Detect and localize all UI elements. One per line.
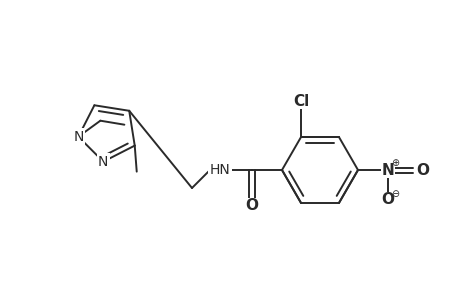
Text: O: O [415, 163, 429, 178]
Text: N: N [381, 163, 393, 178]
Text: HN: HN [209, 163, 230, 177]
Text: ⊕: ⊕ [390, 158, 398, 168]
Text: O: O [381, 193, 394, 208]
Text: N: N [98, 154, 108, 169]
Text: ⊖: ⊖ [390, 189, 398, 199]
Text: N: N [73, 130, 84, 144]
Text: Cl: Cl [292, 94, 308, 109]
Text: O: O [245, 199, 258, 214]
